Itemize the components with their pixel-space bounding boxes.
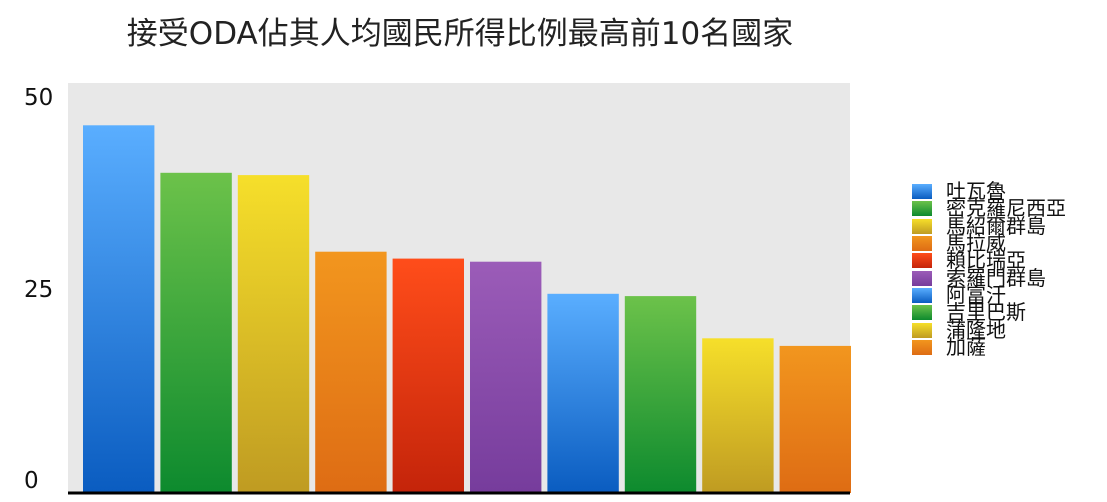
legend-swatch	[912, 201, 932, 217]
y-tick-label: 50	[24, 85, 54, 111]
bar-1	[83, 125, 155, 494]
bar-7	[547, 293, 619, 493]
bar-4	[315, 251, 387, 493]
y-tick-label: 0	[24, 468, 39, 494]
bar-10	[779, 345, 851, 493]
legend-item: 蒲隆地	[912, 317, 1066, 342]
bar-9	[702, 338, 774, 493]
legend-label: 阿富汗	[946, 282, 1006, 307]
legend-swatch	[912, 287, 932, 303]
legend-item: 賴比瑞亞	[912, 248, 1066, 273]
legend-label: 蒲隆地	[946, 317, 1006, 342]
legend-label: 索羅門群島	[946, 265, 1046, 290]
legend-label: 賴比瑞亞	[946, 248, 1026, 273]
legend-item: 索羅門群島	[912, 265, 1066, 290]
legend-item: 加薩	[912, 334, 1066, 359]
legend-swatch	[912, 305, 932, 321]
legend-item: 阿富汗	[912, 282, 1066, 307]
legend-item: 馬拉威	[912, 231, 1066, 256]
legend-label: 馬紹爾群島	[946, 213, 1046, 238]
legend-swatch	[912, 184, 932, 200]
bar-8	[624, 296, 697, 493]
bar-3	[237, 175, 310, 493]
legend-swatch	[912, 253, 932, 269]
y-tick-label: 25	[24, 276, 54, 303]
legend-item: 吉里巴斯	[912, 300, 1066, 325]
legend-label: 吐瓦魯	[946, 179, 1006, 204]
legend-swatch	[912, 236, 932, 252]
legend-label: 馬拉威	[946, 231, 1006, 256]
legend-item: 馬紹爾群島	[912, 213, 1066, 238]
bar-6	[470, 261, 542, 493]
legend-swatch	[912, 322, 932, 338]
chart-title: 接受ODA佔其人均國民所得比例最高前10名國家	[126, 16, 794, 52]
legend-label: 加薩	[946, 334, 986, 359]
legend-swatch	[912, 270, 932, 286]
legend: 吐瓦魯 密克羅尼西亞 馬紹爾群島 馬拉威 賴比瑞亞 索羅門群島 阿富汗 吉里巴斯 蒲隆地 加薩	[912, 179, 1066, 359]
bar-2	[160, 172, 232, 494]
legend-swatch	[912, 218, 932, 234]
bar-5	[392, 258, 464, 493]
legend-label: 吉里巴斯	[946, 300, 1026, 325]
legend-item: 密克羅尼西亞	[912, 196, 1066, 221]
legend-label: 密克羅尼西亞	[946, 196, 1066, 221]
legend-swatch	[912, 339, 932, 355]
legend-item: 吐瓦魯	[912, 179, 1066, 204]
